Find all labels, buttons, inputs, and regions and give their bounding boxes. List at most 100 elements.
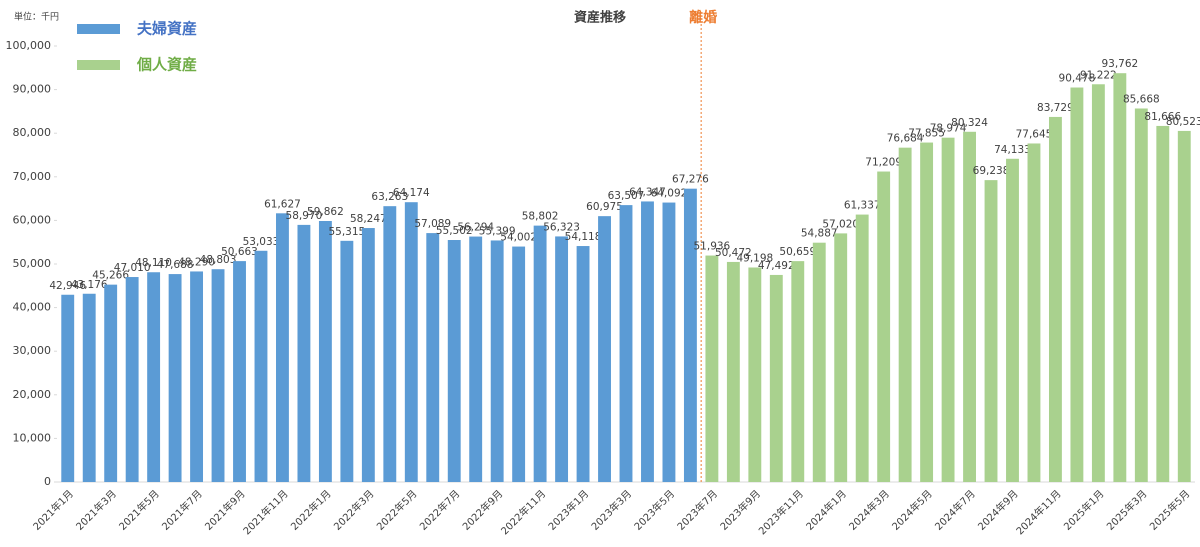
- y-tick-label: 70,000: [13, 170, 52, 183]
- data-label: 71,209: [865, 157, 902, 169]
- data-label: 83,729: [1037, 102, 1074, 114]
- bar: [147, 272, 161, 482]
- data-label: 74,133: [994, 144, 1031, 156]
- data-label: 61,337: [844, 200, 881, 212]
- bar: [469, 236, 483, 482]
- x-tick-label: 2022年1月: [288, 487, 334, 533]
- x-tick-label: 2024年7月: [932, 487, 978, 533]
- y-tick-label: 40,000: [13, 301, 52, 314]
- y-tick-label: 10,000: [13, 431, 52, 444]
- bar: [1006, 158, 1019, 482]
- data-label: 55,502: [436, 225, 473, 237]
- data-label: 63,263: [371, 191, 408, 203]
- bar: [855, 214, 869, 482]
- annotation: 離婚: [689, 9, 717, 26]
- data-label: 45,266: [92, 270, 129, 282]
- data-label: 78,974: [930, 123, 967, 135]
- bar: [211, 269, 225, 482]
- bar: [1027, 143, 1041, 482]
- data-label: 49,198: [736, 252, 773, 264]
- data-label: 67,276: [672, 174, 709, 186]
- bar: [233, 261, 246, 482]
- bar: [104, 284, 118, 482]
- data-label: 50,472: [715, 247, 752, 259]
- x-tick-label: 2024年9月: [975, 487, 1021, 533]
- data-label: 63,507: [608, 190, 645, 202]
- x-tick-label: 2022年5月: [374, 487, 420, 533]
- y-tick-label: 80,000: [13, 126, 52, 139]
- bar: [812, 242, 826, 482]
- y-tick-label: 30,000: [13, 344, 52, 357]
- y-tick-label: 50,000: [13, 257, 52, 270]
- bar: [877, 171, 891, 483]
- bar: [1134, 108, 1148, 482]
- data-label: 54,002: [500, 232, 537, 244]
- bar: [61, 294, 75, 482]
- bar: [361, 228, 375, 482]
- data-label: 61,627: [264, 198, 301, 210]
- x-tick-label: 2025年1月: [1061, 487, 1107, 533]
- bar: [683, 188, 697, 482]
- y-tick-label: 100,000: [6, 39, 52, 52]
- data-label: 69,238: [973, 165, 1010, 177]
- bar: [276, 213, 289, 482]
- data-label: 77,645: [1016, 128, 1053, 140]
- data-label: 57,089: [414, 218, 451, 230]
- data-label: 85,668: [1123, 93, 1160, 105]
- bar: [834, 233, 848, 482]
- data-label: 60,975: [586, 201, 623, 213]
- x-tick-label: 2022年9月: [460, 487, 506, 533]
- x-tick-label: 2022年11月: [498, 487, 548, 537]
- x-tick-label: 2021年5月: [116, 487, 162, 533]
- data-label: 91,222: [1080, 69, 1117, 81]
- data-label: 57,020: [822, 218, 859, 230]
- y-tick-label: 20,000: [13, 388, 52, 401]
- y-tick-label: 60,000: [13, 213, 52, 226]
- data-label: 48,290: [178, 256, 215, 268]
- data-label: 51,936: [694, 241, 731, 253]
- x-tick-label: 2023年9月: [717, 487, 763, 533]
- data-label: 54,118: [565, 231, 602, 243]
- bar: [318, 221, 332, 482]
- bar: [125, 277, 139, 482]
- x-tick-label: 2021年7月: [159, 487, 205, 533]
- data-label: 53,033: [243, 236, 280, 248]
- bar: [426, 233, 440, 482]
- data-label: 58,970: [286, 210, 323, 222]
- data-label: 64,174: [393, 187, 430, 199]
- x-tick-label: 2024年3月: [846, 487, 892, 533]
- bar: [1156, 125, 1170, 482]
- x-tick-label: 2023年1月: [545, 487, 591, 533]
- bar: [555, 236, 569, 482]
- bar: [769, 274, 783, 482]
- data-label: 55,315: [328, 226, 365, 238]
- x-tick-label: 2021年1月: [30, 487, 76, 533]
- bar: [168, 274, 182, 482]
- data-label: 64,092: [651, 188, 688, 200]
- data-label: 80,523: [1166, 116, 1200, 128]
- data-label: 47,010: [114, 262, 151, 274]
- bar: [898, 147, 912, 482]
- data-label: 80,324: [951, 117, 988, 129]
- x-tick-label: 2025年3月: [1104, 487, 1150, 533]
- x-tick-label: 2021年9月: [202, 487, 248, 533]
- data-label: 50,663: [221, 246, 258, 258]
- bar: [383, 206, 397, 482]
- legend-swatch: [77, 24, 120, 34]
- data-label: 56,323: [543, 221, 580, 233]
- bar: [490, 240, 504, 482]
- data-label: 48,110: [135, 257, 172, 269]
- y-tick-label: 90,000: [13, 83, 52, 96]
- x-tick-label: 2023年7月: [674, 487, 720, 533]
- data-label: 81,666: [1144, 111, 1181, 123]
- data-label: 58,247: [350, 213, 387, 225]
- bar: [619, 205, 633, 482]
- unit-label: 単位：千円: [14, 11, 59, 23]
- x-tick-label: 2021年11月: [240, 487, 290, 537]
- bar: [748, 267, 762, 482]
- bar: [190, 271, 204, 482]
- bar: [920, 142, 934, 483]
- data-label: 58,802: [522, 211, 559, 223]
- bar: [512, 246, 526, 482]
